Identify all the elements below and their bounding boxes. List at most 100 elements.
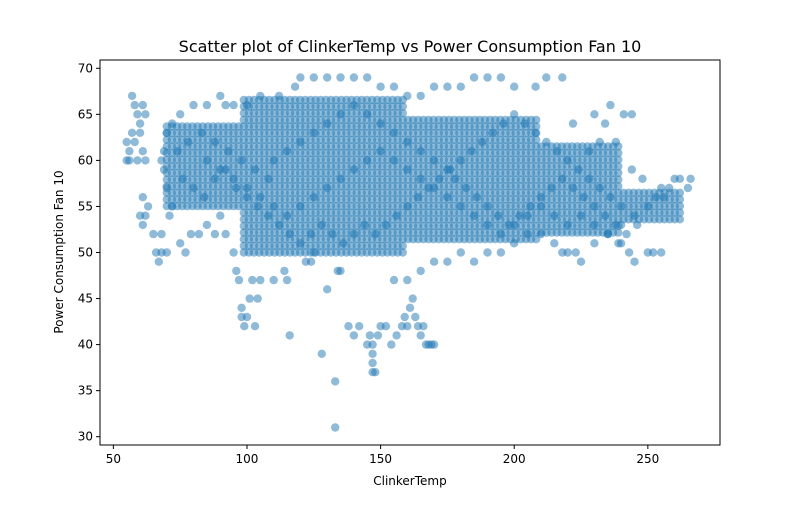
scatter-point — [317, 220, 326, 230]
x-tick-label: 100 — [236, 452, 259, 466]
scatter-point — [309, 73, 318, 82]
scatter-point — [630, 257, 639, 266]
scatter-point — [242, 100, 252, 110]
scatter-point — [210, 229, 220, 239]
scatter-point — [349, 100, 359, 110]
scatter-point — [411, 312, 420, 322]
scatter-point — [531, 82, 540, 91]
scatter-point — [398, 109, 407, 118]
scatter-point — [296, 137, 305, 147]
scatter-point — [638, 174, 647, 183]
scatter-point — [571, 248, 580, 257]
scatter-point — [229, 248, 238, 257]
scatter-point — [130, 100, 139, 110]
scatter-point — [138, 147, 147, 156]
scatter-point — [256, 91, 265, 101]
scatter-point — [614, 182, 623, 191]
scatter-point — [282, 147, 292, 156]
y-axis-label: Power Consumption Fan 10 — [52, 170, 66, 333]
scatter-point — [686, 174, 695, 183]
scatter-point — [216, 165, 225, 174]
scatter-point — [469, 211, 479, 220]
scatter-point — [496, 248, 506, 257]
points-layer — [122, 73, 695, 432]
y-tick-label: 40 — [78, 338, 93, 352]
scatter-point — [675, 201, 685, 211]
scatter-point — [510, 239, 519, 248]
scatter-point — [600, 211, 610, 220]
scatter-point — [162, 183, 171, 193]
scatter-point — [141, 211, 150, 220]
scatter-point — [264, 211, 273, 220]
scatter-point — [665, 183, 674, 193]
scatter-point — [344, 322, 353, 331]
scatter-point — [416, 147, 425, 156]
scatter-point — [234, 275, 244, 285]
scatter-point — [317, 349, 326, 358]
scatter-point — [186, 229, 196, 239]
scatter-point — [429, 340, 439, 349]
scatter-point — [611, 220, 620, 230]
scatter-point — [328, 229, 337, 239]
scatter-point — [606, 100, 615, 110]
scatter-point — [435, 174, 444, 183]
scatter-point — [125, 156, 134, 165]
scatter-point — [232, 183, 241, 193]
scatter-point — [159, 147, 169, 156]
scatter-point — [408, 294, 417, 303]
scatter-point — [323, 73, 332, 82]
scatter-point — [649, 248, 658, 257]
scatter-point — [168, 202, 177, 211]
scatter-point — [531, 128, 540, 137]
scatter-point — [336, 174, 345, 183]
scatter-point — [643, 202, 652, 211]
scatter-point — [478, 137, 487, 147]
scatter-point — [576, 257, 586, 266]
scatter-point — [253, 294, 262, 303]
scatter-point — [579, 193, 588, 202]
scatter-point — [614, 168, 623, 178]
x-tick-label: 200 — [503, 452, 526, 466]
x-tick-label: 250 — [636, 452, 659, 466]
scatter-point — [269, 156, 278, 165]
scatter-point — [349, 331, 359, 340]
scatter-point — [510, 82, 519, 91]
scatter-point — [451, 174, 460, 183]
scatter-point — [614, 228, 623, 237]
scatter-point — [392, 211, 401, 220]
scatter-point — [339, 239, 348, 248]
scatter-point — [614, 239, 623, 248]
scatter-point — [159, 165, 169, 174]
scatter-point — [515, 211, 524, 220]
scatter-point — [429, 82, 439, 91]
scatter-point — [657, 183, 666, 193]
scatter-point — [138, 220, 147, 230]
scatter-point — [600, 119, 610, 128]
scatter-point — [590, 110, 599, 119]
scatter-point — [309, 248, 318, 257]
scatter-point — [165, 211, 174, 220]
scatter-point — [584, 147, 594, 156]
scatter-point — [189, 100, 198, 110]
scatter-point — [683, 183, 693, 193]
scatter-point — [392, 331, 401, 340]
scatter-point — [221, 229, 230, 239]
scatter-point — [202, 220, 212, 230]
scatter-point — [135, 128, 145, 137]
scatter-point — [133, 156, 142, 165]
scatter-point — [242, 193, 252, 202]
scatter-point — [323, 285, 332, 294]
scatter-point — [443, 257, 452, 266]
scatter-point — [536, 193, 546, 202]
scatter-point — [606, 193, 615, 202]
scatter-point — [419, 322, 428, 331]
scatter-point — [376, 82, 385, 91]
scatter-point — [363, 110, 372, 119]
scatter-point — [210, 174, 220, 183]
scatter-point — [403, 165, 412, 174]
scatter-point — [253, 202, 262, 211]
scatter-point — [349, 165, 359, 174]
scatter-point — [429, 257, 439, 266]
y-tick-label: 70 — [78, 61, 93, 75]
